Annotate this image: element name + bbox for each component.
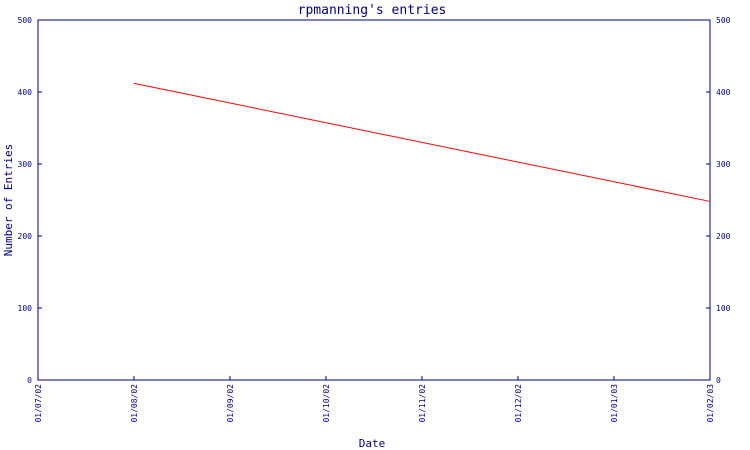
x-tick-label: 01/07/02 — [34, 384, 43, 423]
y-tick-label-left: 500 — [18, 16, 33, 25]
chart-title: rpmanning's entries — [298, 3, 447, 18]
y-tick-label-left: 200 — [18, 232, 33, 241]
x-tick-label: 01/08/02 — [130, 384, 139, 423]
y-tick-label-left: 400 — [18, 88, 33, 97]
y-tick-label-left: 0 — [27, 376, 32, 385]
y-tick-label-right: 200 — [716, 232, 731, 241]
series-line — [133, 82, 711, 202]
x-tick-label: 01/11/02 — [418, 384, 427, 423]
plot-area: 0 0 100 100 200 200 300 300 400 400 500 500 01/07/02… — [18, 16, 731, 423]
y-tick-label-right: 100 — [716, 304, 731, 313]
y-tick-label-right: 300 — [716, 160, 731, 169]
y-tick-label-right: 0 — [716, 376, 721, 385]
y-tick-label-right: 400 — [716, 88, 731, 97]
x-tick-label: 01/01/03 — [610, 384, 619, 423]
y-tick-label-left: 300 — [18, 160, 33, 169]
y-axis-label: Number of Entries — [2, 144, 15, 257]
y-tick-label-right: 500 — [716, 16, 731, 25]
y-tick-label-left: 100 — [18, 304, 33, 313]
x-tick-label: 01/10/02 — [322, 384, 331, 423]
x-tick-label: 01/02/03 — [706, 384, 715, 423]
x-tick-label: 01/12/02 — [514, 384, 523, 423]
x-axis-label: Date — [359, 437, 386, 450]
plot-frame — [37, 19, 711, 381]
x-tick-label: 01/09/02 — [226, 384, 235, 423]
